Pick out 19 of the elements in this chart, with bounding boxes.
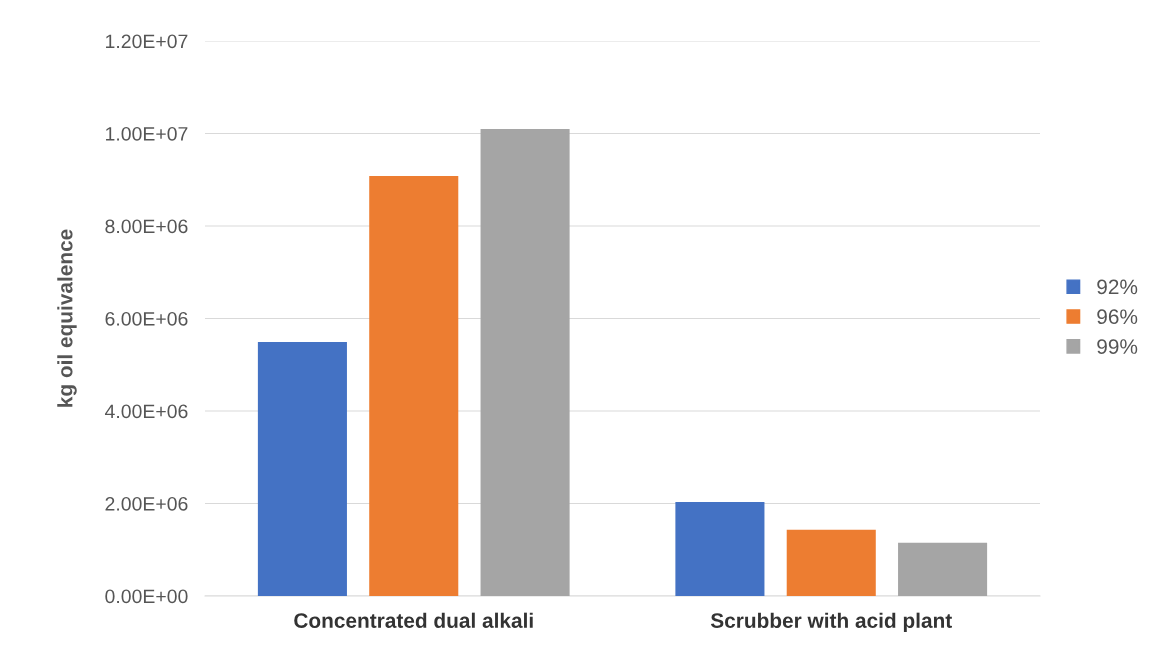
y-tick-label: 1.20E+07 (106, 34, 188, 49)
bar (369, 176, 459, 596)
bar (786, 529, 876, 596)
y-tick-label: 6.00E+06 (105, 311, 188, 326)
x-tick-label: Scrubber with acid plant (710, 612, 952, 633)
bar (898, 542, 988, 596)
y-axis-title: kg oil equivalence (57, 229, 77, 407)
y-tick-label: 4.00E+06 (104, 404, 188, 419)
bar (257, 342, 347, 596)
y-tick-label: 8.00E+06 (105, 219, 188, 234)
y-tick-label: 0.00E+00 (105, 589, 188, 604)
bar (675, 502, 765, 596)
y-tick-label: 2.00E+06 (105, 496, 188, 511)
y-tick-label: 1.00E+07 (106, 126, 188, 141)
legend-label: 99% (1097, 339, 1138, 354)
bar (480, 128, 570, 596)
legend-label: 92% (1097, 279, 1138, 295)
x-tick-label: Concentrated dual alkali (294, 612, 533, 628)
legend-label: 96% (1097, 309, 1138, 325)
